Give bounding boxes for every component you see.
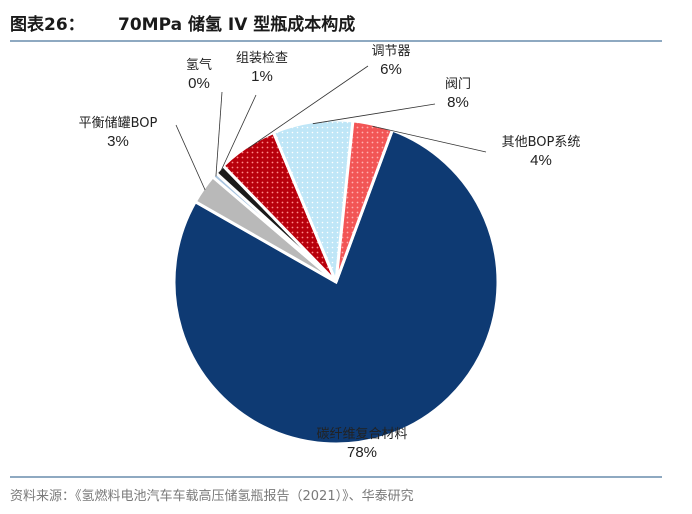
figure-footer: 资料来源：《氢燃料电池汽车车载高压储氢瓶报告（2021）》、华泰研究 (10, 476, 662, 510)
slice-name-label: 调节器 (371, 44, 410, 59)
leader-line (215, 91, 223, 177)
slice-value-label: 1% (251, 68, 273, 85)
slice-value-label: 8% (447, 94, 469, 111)
slice-value-label: 3% (107, 133, 129, 150)
slice-value-label: 78% (347, 444, 377, 461)
figure-label: 图表26： (10, 15, 85, 35)
leader-line (247, 65, 369, 149)
slice-value-label: 4% (530, 152, 552, 169)
source-note: 资料来源：《氢燃料电池汽车车载高压储氢瓶报告（2021）》、华泰研究 (10, 489, 414, 504)
slice-value-label: 6% (380, 61, 402, 78)
leader-line (312, 103, 436, 125)
slice-name-label: 阀门 (445, 77, 471, 92)
slice-value-label: 0% (188, 75, 210, 92)
figure-header: 图表26： 70MPa 储氢 IV 型瓶成本构成 (10, 6, 662, 42)
slice-name-label: 氢气 (186, 57, 212, 73)
slice-name-label: 碳纤维复合材料 (316, 427, 407, 442)
leader-line (220, 94, 257, 171)
slice-name-label: 其他BOP系统 (502, 135, 581, 150)
figure-title: 70MPa 储氢 IV 型瓶成本构成 (118, 15, 356, 35)
leader-line (175, 124, 206, 191)
leader-line (372, 125, 487, 153)
pie-slice (334, 119, 395, 283)
slice-name-label: 平衡储罐BOP (79, 116, 158, 131)
slice-name-label: 组装检查 (236, 51, 288, 66)
pie-slice (172, 128, 500, 446)
